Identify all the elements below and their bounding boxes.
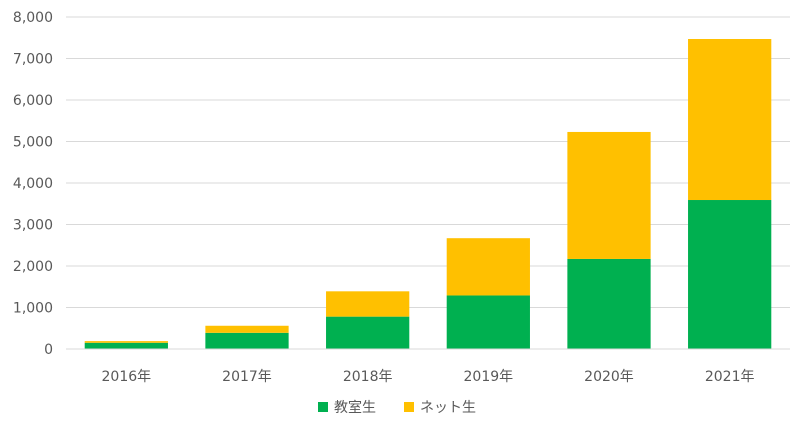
x-tick-label: 2017年 (222, 369, 272, 385)
legend-swatch-online (404, 402, 414, 412)
y-tick-label: 1,000 (13, 301, 53, 317)
legend-swatch-classroom (318, 402, 328, 412)
x-axis-tick-labels: 2016年 2017年 2018年 2019年 2020年 2021年 (102, 369, 755, 385)
gridlines (66, 16, 790, 308)
bar-segment-online (446, 238, 530, 296)
bar-segment-online (326, 291, 410, 317)
x-tick-label: 2018年 (343, 369, 393, 385)
x-tick-label: 2019年 (464, 369, 514, 385)
x-tick-label: 2016年 (102, 369, 152, 385)
y-tick-label: 2,000 (13, 259, 53, 275)
legend-label-online: ネット生 (420, 400, 476, 416)
y-tick-label: 3,000 (13, 218, 53, 234)
x-tick-label: 2021年 (705, 369, 755, 385)
bar-segment-classroom (567, 258, 651, 349)
y-tick-label: 5,000 (13, 135, 53, 151)
y-axis-tick-labels: 0 1,000 2,000 3,000 4,000 5,000 6,000 7,000 8,00… (13, 10, 53, 358)
y-tick-label: 0 (44, 342, 53, 358)
bar-segment-classroom (446, 295, 530, 349)
bar-segment-classroom (84, 342, 168, 349)
y-tick-label: 4,000 (13, 176, 53, 192)
bar-segment-classroom (326, 316, 410, 349)
y-tick-label: 8,000 (13, 10, 53, 26)
y-tick-label: 6,000 (13, 93, 53, 109)
bar-segment-classroom (205, 332, 289, 349)
y-tick-label: 7,000 (13, 52, 53, 68)
bars (84, 38, 772, 349)
bar-segment-classroom (688, 200, 772, 349)
x-tick-label: 2020年 (584, 369, 634, 385)
bar-segment-online (84, 341, 168, 343)
bar-segment-online (567, 131, 651, 259)
legend: 教室生 ネット生 (318, 399, 476, 416)
bar-segment-online (688, 38, 772, 201)
legend-label-classroom: 教室生 (334, 399, 376, 416)
bar-segment-online (205, 325, 289, 333)
